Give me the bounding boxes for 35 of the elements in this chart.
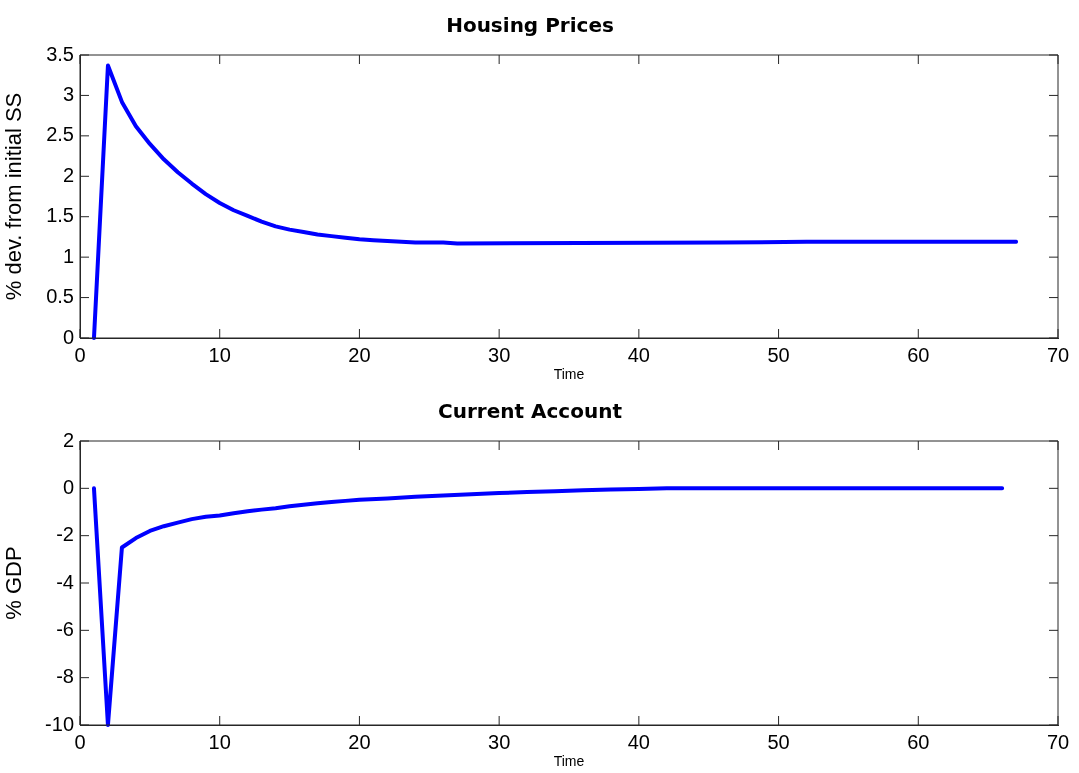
x-tick-label: 10 [208, 730, 231, 753]
x-tick-label: 40 [627, 343, 650, 366]
y-tick-label: 1.5 [46, 204, 74, 227]
x-tick-label: 10 [208, 343, 231, 366]
x-tick-label: 20 [348, 730, 371, 753]
x-axis-title: Time [553, 366, 585, 383]
x-tick-label: 40 [627, 730, 650, 753]
x-tick-label: 20 [348, 343, 371, 366]
x-tick-label: 30 [488, 343, 511, 366]
y-tick-label: -10 [45, 712, 74, 735]
x-tick-label: 30 [488, 730, 511, 753]
x-tick-label: 50 [767, 343, 790, 366]
y-tick-label: 3 [62, 82, 74, 105]
y-axis-title: % GDP [1, 546, 27, 620]
chart-title: Housing Prices [446, 13, 614, 38]
y-axis-title: % dev. from initial SS [1, 92, 27, 301]
y-tick-label: 3.5 [46, 42, 74, 65]
y-tick-label: 0.5 [46, 285, 74, 308]
y-tick-label: 2.5 [46, 123, 74, 146]
x-tick-label: 70 [1046, 343, 1070, 366]
x-tick-label: 60 [907, 343, 930, 366]
y-tick-label: -8 [56, 665, 74, 688]
y-tick-label: 0 [62, 325, 74, 348]
y-tick-label: -2 [56, 523, 74, 546]
x-tick-label: 60 [907, 730, 930, 753]
x-axis-title: Time [553, 753, 585, 770]
x-tick-label: 70 [1046, 730, 1070, 753]
y-tick-label: 1 [62, 244, 74, 267]
y-tick-label: 0 [62, 475, 74, 498]
x-tick-label: 50 [767, 730, 790, 753]
y-tick-label: 2 [62, 163, 74, 186]
y-tick-label: -4 [56, 570, 74, 593]
y-tick-label: -6 [56, 617, 74, 640]
y-tick-label: 2 [62, 428, 74, 451]
chart-title: Current Account [438, 399, 623, 424]
